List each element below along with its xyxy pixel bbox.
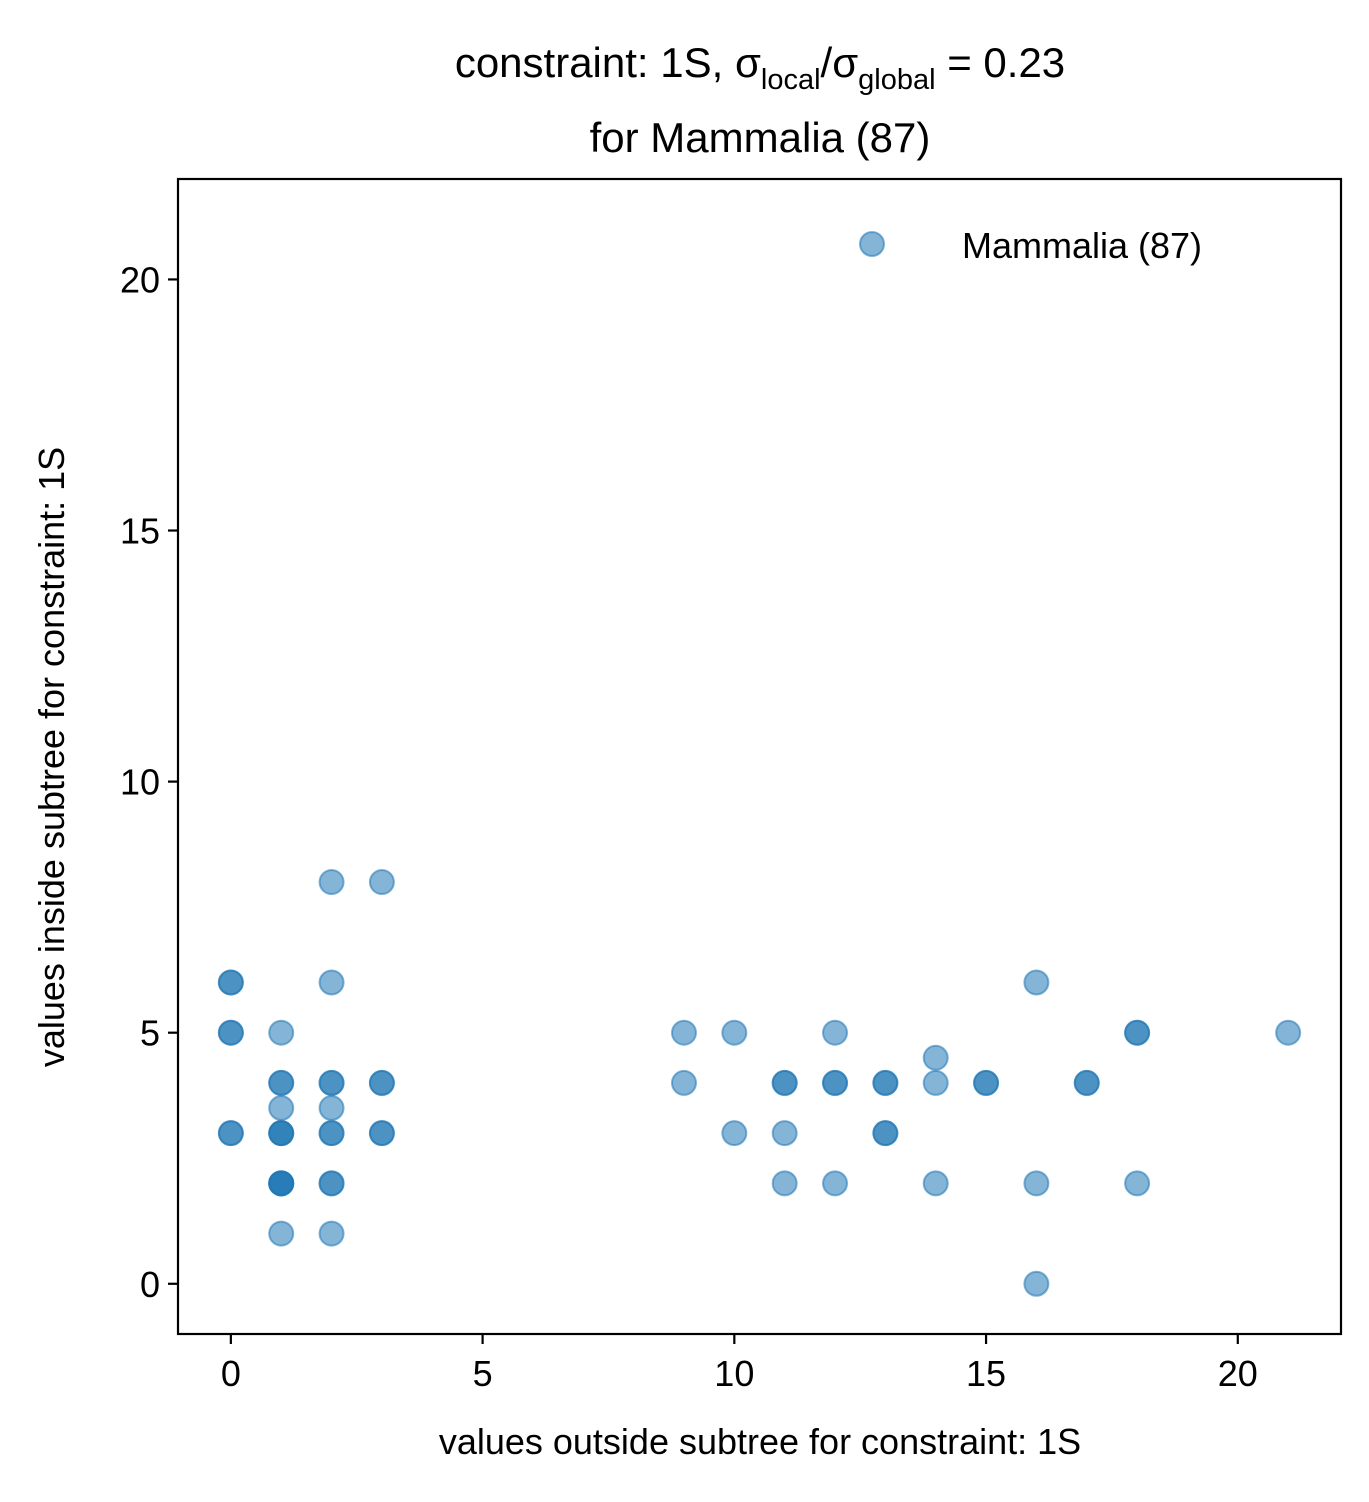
title-slash: /σ xyxy=(821,39,859,86)
y-tick-label: 20 xyxy=(120,259,160,300)
data-point xyxy=(318,1170,345,1197)
data-points xyxy=(217,869,1302,1297)
data-point xyxy=(1023,969,1050,996)
chart-title-line1: constraint: 1S, σlocal/σglobal = 0.23 xyxy=(455,39,1065,96)
y-axis-ticks: 0 5 10 15 20 xyxy=(120,259,178,1305)
data-point xyxy=(922,1170,949,1197)
data-point xyxy=(268,1220,295,1247)
data-point xyxy=(217,1120,244,1147)
data-point xyxy=(872,1120,899,1147)
x-tick-label: 5 xyxy=(473,1353,493,1394)
data-point xyxy=(318,1069,345,1096)
data-point xyxy=(318,1220,345,1247)
title-subscript-global: global xyxy=(858,64,935,96)
y-tick-label: 10 xyxy=(120,762,160,803)
data-point xyxy=(771,1170,798,1197)
title-prefix: constraint: 1S, σ xyxy=(455,39,761,86)
data-point xyxy=(1023,1270,1050,1297)
data-point xyxy=(268,1170,295,1197)
data-point xyxy=(1023,1170,1050,1197)
plot-frame xyxy=(176,177,1343,1336)
data-point xyxy=(368,869,395,896)
data-point xyxy=(1124,1019,1151,1046)
data-point xyxy=(268,1120,295,1147)
data-point xyxy=(368,1120,395,1147)
data-point xyxy=(318,1120,345,1147)
legend: Mammalia (87) xyxy=(859,225,1202,266)
data-point xyxy=(368,1069,395,1096)
title-subscript-local: local xyxy=(761,64,821,96)
y-tick-label: 0 xyxy=(140,1264,160,1305)
data-point xyxy=(268,1019,295,1046)
data-point xyxy=(1275,1019,1302,1046)
y-axis-label: values inside subtree for constraint: 1S xyxy=(31,447,72,1067)
data-point xyxy=(268,1095,295,1122)
chart-title-line2: for Mammalia (87) xyxy=(590,114,931,161)
data-point xyxy=(1073,1069,1100,1096)
x-tick-label: 15 xyxy=(966,1353,1006,1394)
x-tick-label: 0 xyxy=(221,1353,241,1394)
x-tick-label: 20 xyxy=(1218,1353,1258,1394)
data-point xyxy=(973,1069,1000,1096)
data-point xyxy=(217,969,244,996)
x-axis-ticks: 0 5 10 15 20 xyxy=(221,1334,1258,1394)
x-axis-label: values outside subtree for constraint: 1… xyxy=(439,1421,1081,1462)
data-point xyxy=(822,1069,849,1096)
data-point xyxy=(822,1170,849,1197)
legend-label: Mammalia (87) xyxy=(962,225,1202,266)
data-point xyxy=(670,1019,697,1046)
x-tick-label: 10 xyxy=(714,1353,754,1394)
data-point xyxy=(670,1069,697,1096)
data-point xyxy=(771,1120,798,1147)
legend-marker xyxy=(859,231,885,257)
y-tick-label: 5 xyxy=(140,1013,160,1054)
data-point xyxy=(721,1120,748,1147)
data-point xyxy=(872,1069,899,1096)
data-point xyxy=(922,1069,949,1096)
data-point xyxy=(1124,1170,1151,1197)
title-suffix: = 0.23 xyxy=(936,39,1066,86)
data-point xyxy=(318,1095,345,1122)
data-point xyxy=(268,1069,295,1096)
data-point xyxy=(217,1019,244,1046)
data-point xyxy=(771,1069,798,1096)
data-point xyxy=(318,869,345,896)
data-point xyxy=(318,969,345,996)
data-point xyxy=(922,1044,949,1071)
data-point xyxy=(822,1019,849,1046)
y-tick-label: 15 xyxy=(120,511,160,552)
data-point xyxy=(721,1019,748,1046)
